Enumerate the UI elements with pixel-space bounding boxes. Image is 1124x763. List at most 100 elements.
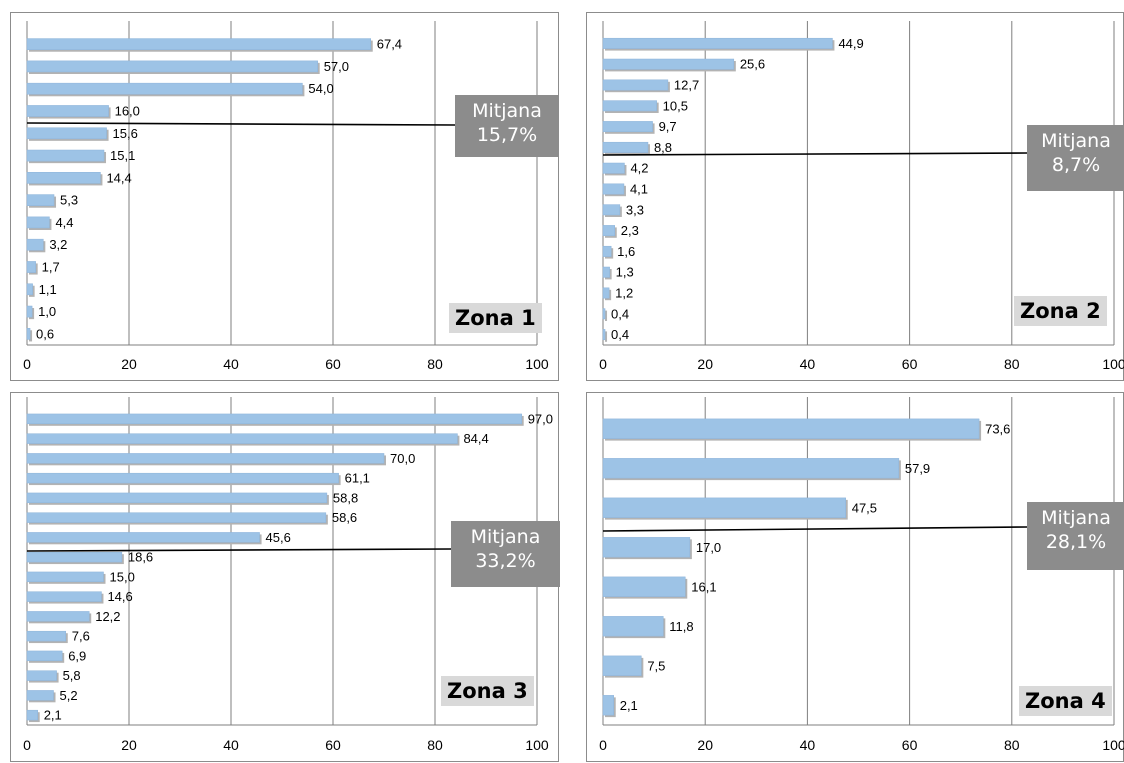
bar — [26, 172, 101, 184]
bar-value-label: 16,0 — [115, 104, 140, 119]
mean-callout: Mitjana 33,2% — [451, 521, 560, 587]
x-tick-label: 80 — [427, 737, 443, 753]
x-tick-label: 100 — [1102, 356, 1124, 372]
bar-value-label: 2,1 — [620, 698, 638, 713]
x-tick-label: 60 — [902, 356, 918, 372]
bar — [26, 630, 67, 642]
bar-value-label: 47,5 — [852, 500, 877, 515]
bar-value-label: 84,4 — [463, 431, 488, 446]
bar — [26, 127, 107, 140]
bar-value-label: 16,1 — [691, 579, 716, 594]
bar — [26, 60, 318, 73]
bar-value-label: 11,8 — [669, 619, 693, 634]
x-tick-label: 80 — [1004, 737, 1020, 753]
mean-line — [602, 152, 1028, 156]
x-tick-label: 20 — [697, 356, 713, 372]
bar-value-label: 1,6 — [617, 244, 635, 259]
bar — [602, 245, 612, 257]
bar-shadow — [605, 310, 608, 321]
bar — [602, 655, 642, 676]
bar-value-label: 2,3 — [621, 223, 639, 238]
bar — [602, 418, 980, 439]
x-tick-label: 20 — [121, 737, 137, 753]
x-tick-label: 80 — [427, 356, 443, 372]
bar-value-label: 0,4 — [611, 327, 629, 342]
chart-zona-4: 0 20 40 60 80 100 73,6 57,9 47,5 17,0 16,1 11,8 7,5 2… — [599, 397, 1124, 753]
mean-callout: Mitjana 28,1% — [1027, 502, 1124, 570]
bar-value-label: 7,5 — [647, 658, 665, 673]
bar — [26, 453, 385, 464]
bar-value-label: 61,1 — [345, 471, 370, 486]
bar — [26, 492, 328, 504]
bar — [26, 194, 55, 206]
bar-value-label: 14,4 — [106, 170, 131, 185]
x-tick-label: 0 — [599, 737, 607, 753]
bar-shadow — [605, 331, 608, 342]
zone-label: Zona 3 — [441, 676, 534, 706]
bar-value-label: 12,7 — [674, 78, 699, 93]
bar-value-label: 15,1 — [110, 148, 135, 163]
bar-value-label: 15,6 — [113, 126, 138, 141]
bar-value-label: 45,6 — [266, 530, 291, 545]
bar-value-label: 1,7 — [42, 260, 60, 275]
bar-value-label: 3,2 — [49, 237, 67, 252]
bar-value-label: 67,4 — [377, 37, 402, 52]
bar — [602, 616, 664, 637]
bar-value-label: 5,2 — [60, 688, 78, 703]
mean-line — [602, 526, 1028, 532]
chart-zona-1: 0 20 40 60 80 100 67,4 57,0 54,0 16,0 15,6 15,1 14,4… — [23, 21, 549, 372]
x-tick-label: 40 — [800, 737, 816, 753]
chart-panel-zona-4: 0 20 40 60 80 100 73,6 57,9 47,5 17,0 16,1 11,8 7,5 2… — [586, 392, 1124, 762]
chart-panel-zona-3: 0 20 40 60 80 100 97,0 84,4 70,0 61,1 58,8 58,6 45,6… — [10, 392, 560, 762]
chart-panel-zona-1: 0 20 40 60 80 100 67,4 57,0 54,0 16,0 15,6 15,1 14,4… — [10, 12, 559, 381]
bar-value-label: 0,6 — [36, 326, 54, 341]
bar-value-label: 73,6 — [985, 421, 1010, 436]
bar — [602, 537, 691, 558]
bar — [602, 695, 614, 716]
x-tick-label: 100 — [525, 356, 549, 372]
bar-value-label: 18,6 — [128, 550, 153, 565]
x-tick-label: 80 — [1004, 356, 1020, 372]
bar-value-label: 17,0 — [696, 540, 721, 555]
bar — [26, 413, 522, 425]
bar-value-label: 4,2 — [630, 161, 648, 176]
mean-line — [26, 548, 452, 552]
bar — [602, 287, 610, 299]
chart-panel-zona-2: 0 20 40 60 80 100 44,9 25,6 12,7 10,5 9,7 8,8 4,2 4,1… — [586, 12, 1124, 381]
bar — [26, 512, 327, 523]
bar — [602, 79, 669, 91]
bar — [602, 58, 735, 70]
bar — [602, 329, 606, 341]
bar-value-label: 14,6 — [107, 589, 132, 604]
bar-value-label: 1,2 — [615, 286, 633, 301]
mean-title: Mitjana — [1041, 507, 1111, 529]
x-tick-label: 100 — [1102, 737, 1124, 753]
bar — [26, 591, 102, 602]
bar-value-label: 9,7 — [659, 119, 677, 134]
bar — [26, 38, 371, 50]
bar — [602, 458, 900, 479]
x-tick-label: 0 — [23, 737, 31, 753]
bar-value-label: 5,3 — [60, 193, 78, 208]
bar-value-label: 1,0 — [38, 304, 56, 319]
bar — [602, 225, 616, 237]
bar — [26, 472, 339, 484]
mean-title: Mitjana — [472, 100, 542, 122]
zone-label: Zona 1 — [449, 303, 542, 333]
zone-label: Zona 4 — [1019, 686, 1112, 716]
bar — [26, 305, 33, 318]
bar-value-label: 0,4 — [611, 306, 629, 321]
x-tick-label: 100 — [525, 737, 549, 753]
mean-value: 33,2% — [475, 550, 536, 572]
bar-value-label: 4,1 — [630, 182, 648, 197]
x-tick-label: 40 — [223, 356, 239, 372]
bar — [602, 141, 649, 153]
bar — [26, 261, 36, 273]
chart-zona-2: 0 20 40 60 80 100 44,9 25,6 12,7 10,5 9,7 8,8 4,2 4,1… — [599, 21, 1124, 372]
mean-title: Mitjana — [1041, 130, 1111, 152]
bar — [26, 650, 63, 662]
bar — [26, 433, 458, 444]
bar — [26, 670, 57, 681]
bar — [26, 532, 260, 543]
bar-value-label: 15,0 — [110, 569, 135, 584]
